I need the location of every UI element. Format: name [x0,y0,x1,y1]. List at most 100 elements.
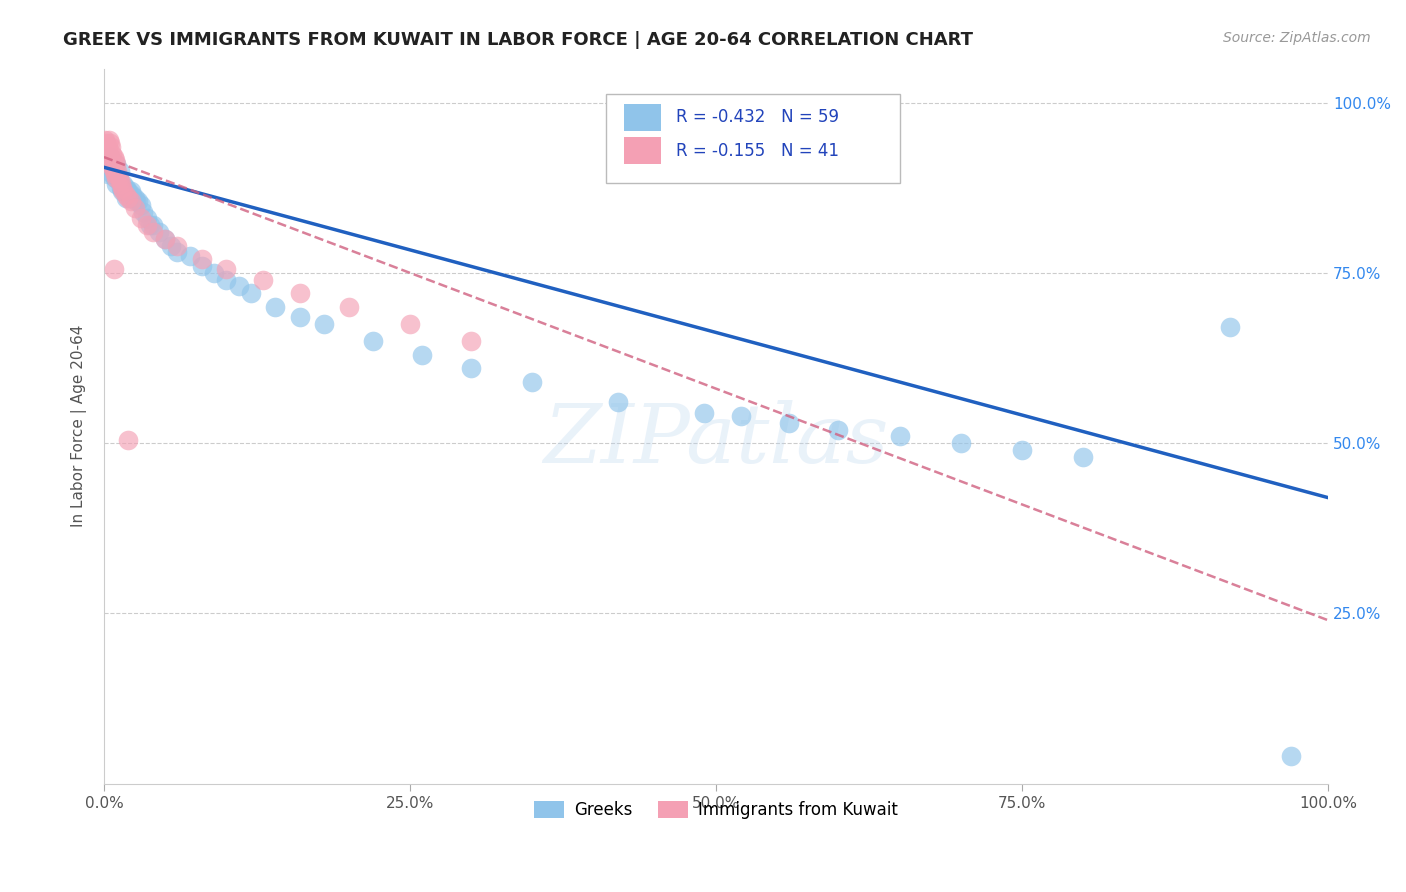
Point [108,163,131,178]
Point [411,348,433,362]
Point [139,218,162,232]
Point [191,259,214,273]
Bar [624,103,661,131]
Point [97,133,120,147]
Point [96,136,118,151]
Point [827,423,849,437]
Point [607,395,630,409]
Point [117,433,139,447]
Point [239,286,262,301]
Point [100,161,122,175]
Point [112,184,135,198]
Point [115,187,138,202]
Point [153,232,176,246]
Point [105,157,128,171]
Point [166,238,188,252]
Point [108,174,131,188]
Point [522,375,544,389]
Point [1281,749,1303,764]
Point [148,225,170,239]
Point [129,198,152,212]
Point [117,184,139,198]
Point [104,167,127,181]
Bar [624,137,661,164]
Point [127,194,149,209]
Point [337,300,360,314]
Point [949,436,972,450]
Point [94,133,117,147]
Point [103,262,125,277]
Point [160,238,183,252]
Point [124,191,146,205]
Point [103,163,125,178]
Y-axis label: In Labor Force | Age 20-64: In Labor Force | Age 20-64 [72,325,87,527]
Point [98,150,121,164]
Text: GREEK VS IMMIGRANTS FROM KUWAIT IN LABOR FORCE | AGE 20-64 CORRELATION CHART: GREEK VS IMMIGRANTS FROM KUWAIT IN LABOR… [63,31,973,49]
Point [215,273,238,287]
Point [97,167,120,181]
FancyBboxPatch shape [606,94,900,183]
Point [101,167,124,181]
Point [132,204,155,219]
Point [97,157,120,171]
Point [121,187,143,202]
Point [288,286,311,301]
Point [110,178,132,192]
Point [97,146,120,161]
Point [288,310,311,325]
Point [693,405,716,419]
Point [100,140,122,154]
Point [105,170,128,185]
Text: Source: ZipAtlas.com: Source: ZipAtlas.com [1223,31,1371,45]
Point [98,136,121,151]
Point [399,317,422,331]
Point [228,279,250,293]
Point [118,191,141,205]
Point [101,161,124,175]
Point [779,416,801,430]
Point [264,300,287,314]
Point [103,150,125,164]
Text: R = -0.432   N = 59: R = -0.432 N = 59 [676,108,838,126]
Point [112,178,135,192]
Point [115,184,138,198]
Point [105,167,128,181]
Point [115,180,138,194]
Point [111,180,134,194]
Point [179,249,201,263]
Point [105,178,128,192]
Point [104,153,127,168]
Point [105,163,128,178]
Point [115,191,138,205]
Point [107,170,129,185]
Legend: Greeks, Immigrants from Kuwait: Greeks, Immigrants from Kuwait [527,794,904,825]
Point [124,201,146,215]
Point [215,262,238,277]
Point [120,184,142,198]
Point [135,218,157,232]
Point [252,273,274,287]
Point [107,174,129,188]
Point [114,184,136,198]
Point [314,317,336,331]
Point [111,184,134,198]
Point [110,180,132,194]
Point [97,140,120,154]
Point [98,150,121,164]
Point [153,232,176,246]
Point [103,163,125,178]
Text: R = -0.155   N = 41: R = -0.155 N = 41 [676,142,838,160]
Point [105,157,128,171]
Point [129,211,152,226]
Point [361,334,384,348]
Point [889,429,911,443]
Point [104,170,127,185]
Point [730,409,752,423]
Point [101,146,124,161]
Text: ZIPatlas: ZIPatlas [543,401,889,481]
Point [460,361,482,376]
Point [142,218,165,232]
Point [100,157,122,171]
Point [1011,442,1033,457]
Point [1071,450,1094,464]
